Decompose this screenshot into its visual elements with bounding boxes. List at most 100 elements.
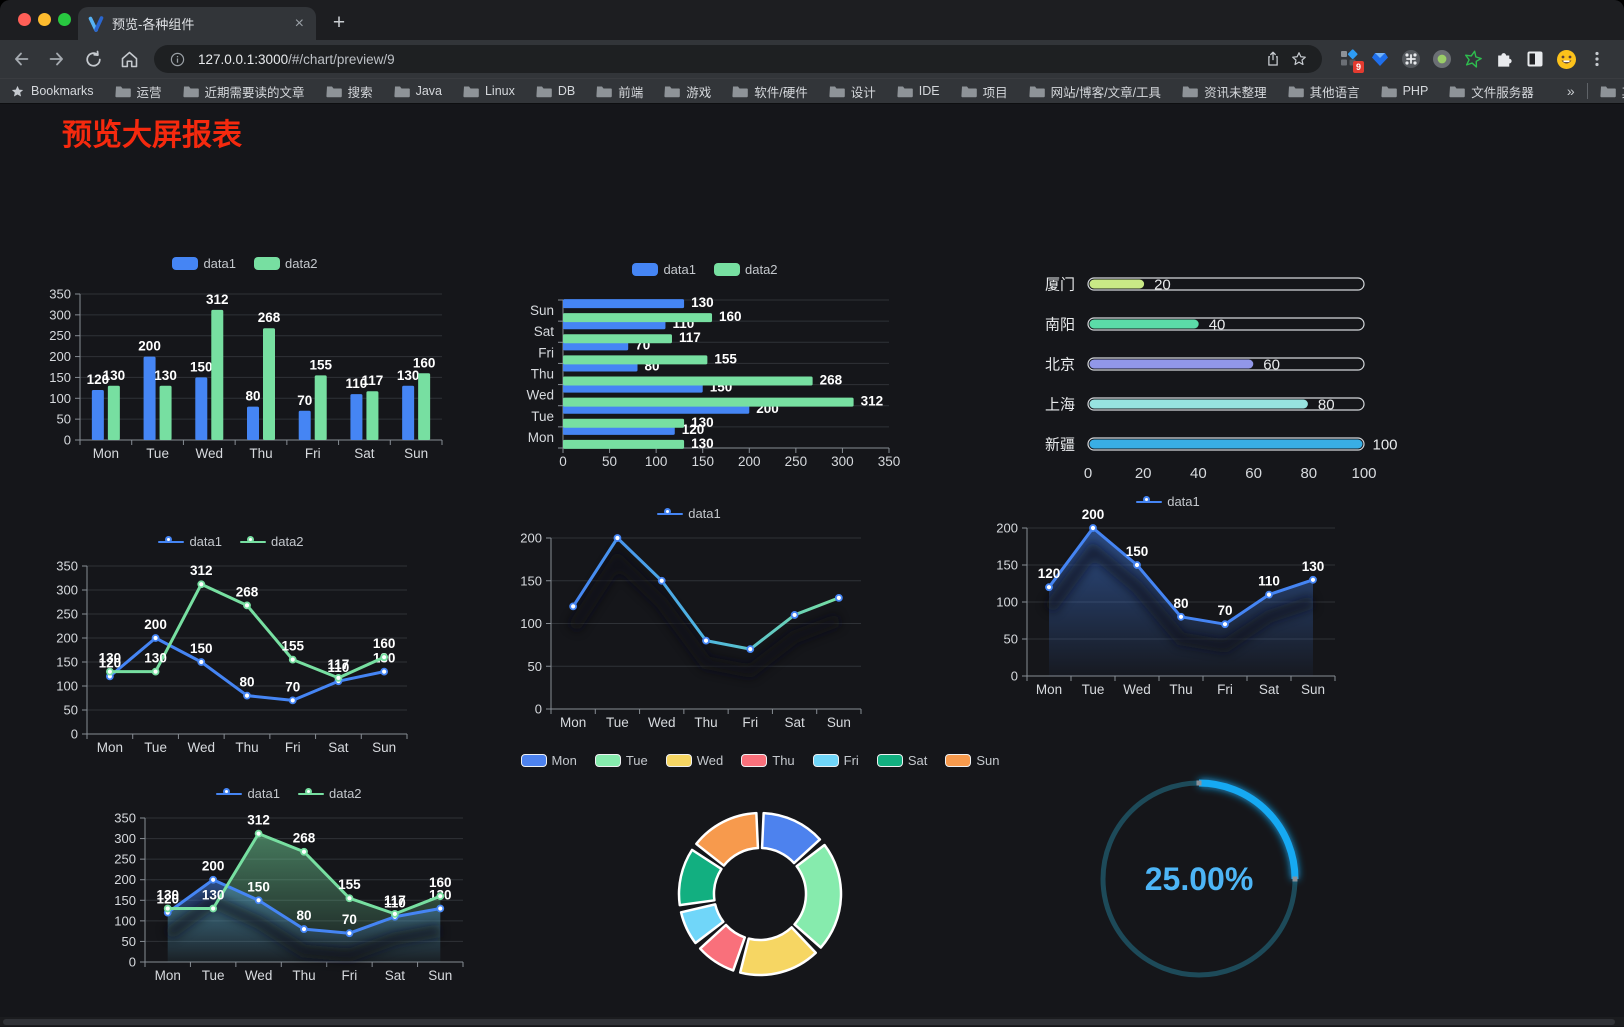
svg-text:160: 160 [373,636,396,651]
bookmark-folder[interactable]: Linux [463,84,515,98]
legend-item-Sat[interactable]: Sat [876,753,927,768]
svg-text:200: 200 [144,617,167,632]
svg-text:110: 110 [328,660,350,675]
legend-swatch [945,754,972,767]
legend-item-data2[interactable]: data2 [714,262,778,277]
bookmark-folder[interactable]: 游戏 [664,82,711,101]
extension-emoji-icon[interactable] [1553,46,1579,72]
svg-text:Thu: Thu [249,446,272,461]
svg-text:Wed: Wed [1123,682,1151,697]
svg-text:Sun: Sun [827,715,851,730]
browser-menu-icon[interactable] [1584,46,1610,72]
line-chart-canvas: 0 50 100 150 200 Mon Tue Wed Thu Fri Sat Sun 120 200 1… [996,507,1336,697]
extension-sidebar-icon[interactable] [1522,46,1548,72]
extension-puzzle-icon[interactable] [1491,46,1517,72]
bookmark-folder[interactable]: IDE [897,84,940,98]
legend-swatch [216,787,243,800]
bookmark-folder[interactable]: 近期需要读的文章 [182,82,305,101]
bookmark-folder[interactable]: 软件/硬件 [732,82,808,101]
legend-item-data1[interactable]: data1 [172,256,236,271]
bookmark-folder[interactable]: Java [393,84,442,98]
svg-text:117: 117 [384,893,406,908]
forward-icon[interactable] [42,44,72,74]
legend-item-data1[interactable]: data1 [216,786,280,801]
home-icon[interactable] [114,44,144,74]
favicon [88,15,104,32]
legend-item-data1[interactable]: data1 [632,262,696,277]
legend-item-data2[interactable]: data2 [240,534,304,549]
site-info-icon[interactable] [164,46,190,72]
bookmark-folder[interactable]: PHP [1380,84,1428,98]
svg-text:Wed: Wed [245,968,273,983]
extension-command-icon[interactable] [1398,46,1424,72]
bookmark-folder[interactable]: DB [536,84,575,98]
svg-text:Tue: Tue [531,409,554,424]
new-tab-button[interactable]: + [332,11,346,34]
svg-text:80: 80 [296,908,311,923]
tab-close-icon[interactable]: × [294,14,304,32]
svg-text:Thu: Thu [694,715,717,730]
svg-text:268: 268 [258,310,281,325]
share-icon[interactable] [1260,46,1286,72]
bookmark-star-icon[interactable] [1286,46,1312,72]
svg-text:Sat: Sat [354,446,375,461]
url-bar[interactable]: 127.0.0.1:3000/#/chart/preview/9 [154,45,1322,73]
close-window-button[interactable] [18,13,31,26]
svg-text:120: 120 [99,655,122,670]
extension-star-icon[interactable] [1460,46,1486,72]
bookmark-folder[interactable]: 资讯未整理 [1182,82,1267,101]
legend-item-Mon[interactable]: Mon [520,753,577,768]
svg-text:268: 268 [236,584,259,599]
legend-item-data1[interactable]: data1 [1136,494,1200,509]
svg-text:312: 312 [190,563,213,578]
svg-text:Sun: Sun [372,740,396,755]
legend-label: Wed [696,753,724,768]
back-icon[interactable] [6,44,36,74]
extension-gem-icon[interactable] [1367,46,1393,72]
legend-item-Sun[interactable]: Sun [945,753,999,768]
bookmark-folder[interactable]: 其他语言 [1287,82,1360,101]
bookmark-folder[interactable]: 搜索 [325,82,373,101]
svg-text:150: 150 [190,359,213,374]
browser-tab[interactable]: 预览-各种组件 × [78,7,316,40]
svg-text:50: 50 [122,934,136,949]
reload-icon[interactable] [78,44,108,74]
bookmarks-overflow-chevron[interactable]: » [1566,83,1575,99]
folder-icon [829,86,845,97]
svg-text:100: 100 [56,679,78,694]
legend-label: Sun [976,753,1000,768]
svg-text:Fri: Fri [538,345,554,360]
folder-icon [536,86,552,97]
legend-item-data2[interactable]: data2 [254,256,318,271]
bookmark-folder[interactable]: 项目 [961,82,1008,101]
chart-legend: data1 data2 [505,262,905,277]
bookmarks-root[interactable]: Bookmarks [10,84,94,99]
svg-text:350: 350 [49,287,71,302]
bookmark-folder[interactable]: 文件服务器 [1449,82,1534,101]
extension-record-icon[interactable] [1429,46,1455,72]
extensions-row: 9 [1336,46,1615,73]
legend-item-data1[interactable]: data1 [657,506,721,521]
bookmark-folder[interactable]: 网站/博客/文章/工具 [1029,82,1161,101]
svg-text:Fri: Fri [342,968,358,983]
legend-item-Thu[interactable]: Thu [741,753,795,768]
gauge-chart: 25.00% [1099,779,1299,979]
svg-text:300: 300 [56,583,78,598]
fullscreen-window-button[interactable] [58,13,71,26]
legend-item-Fri[interactable]: Fri [812,753,859,768]
bookmark-folder[interactable]: 设计 [829,82,876,101]
minimize-window-button[interactable] [38,13,51,26]
legend-item-Tue[interactable]: Tue [594,753,648,768]
extension-grid-icon[interactable]: 9 [1336,46,1364,73]
other-bookmarks[interactable]: 其他书签 [1600,82,1624,101]
legend-item-data1[interactable]: data1 [158,534,222,549]
svg-text:Sat: Sat [534,324,555,339]
donut-chart-canvas [677,811,843,977]
bookmark-folder[interactable]: 前端 [596,82,643,101]
bookmarks-right: » 其他书签 [1555,82,1624,101]
legend-item-Wed[interactable]: Wed [665,753,724,768]
bookmark-folder[interactable]: 运营 [114,82,162,101]
scrollbar-thumb[interactable] [3,1018,1615,1025]
svg-text:Sat: Sat [1259,682,1280,697]
legend-item-data2[interactable]: data2 [298,786,362,801]
